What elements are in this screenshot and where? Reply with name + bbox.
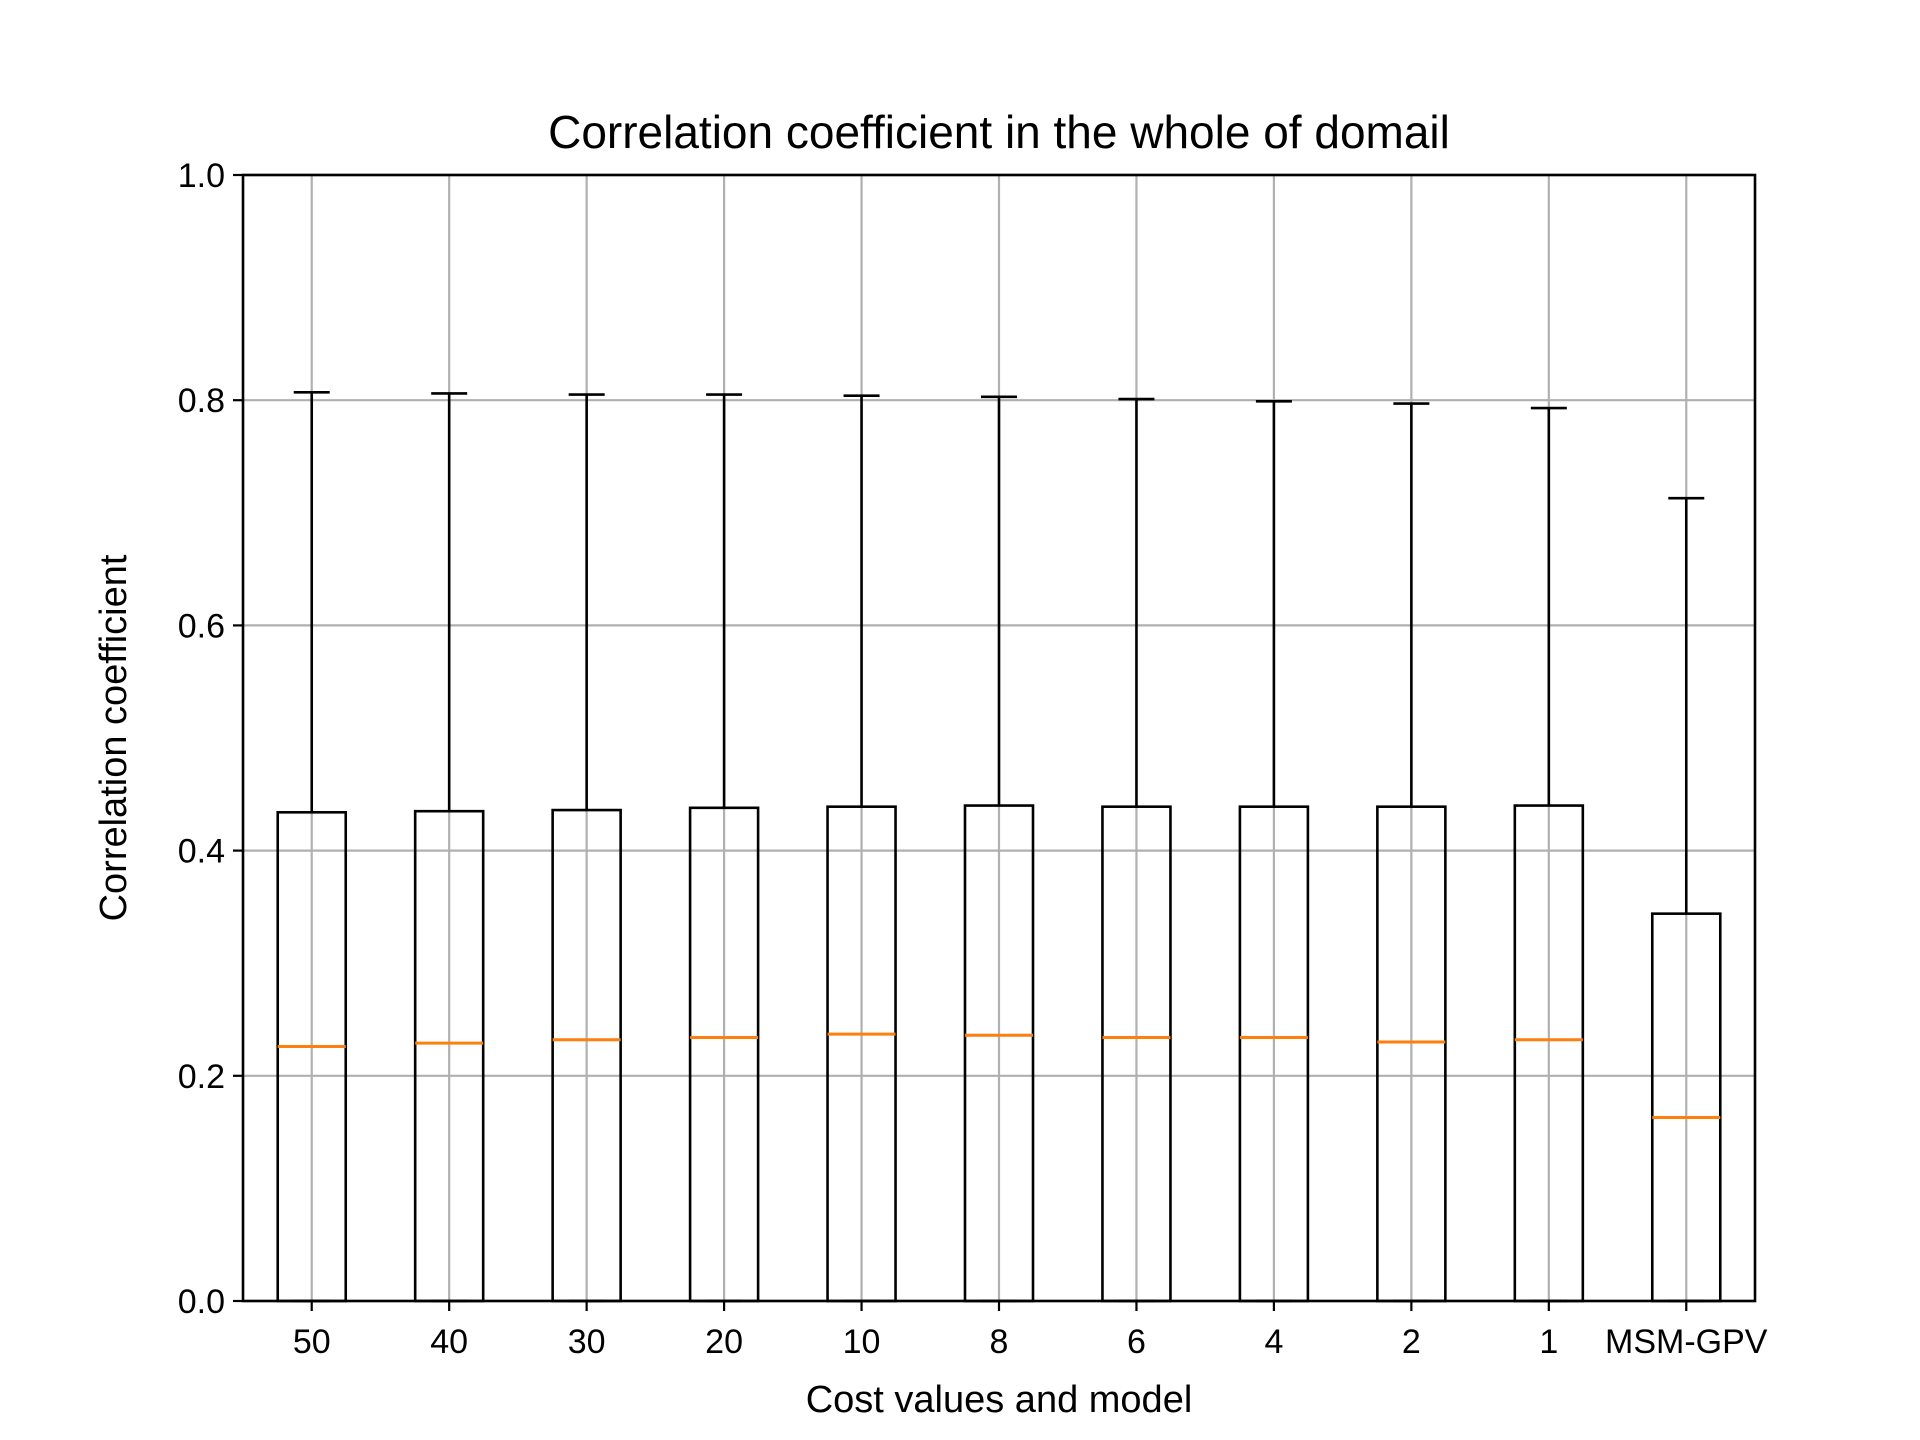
x-tick-label: 4 (1264, 1323, 1283, 1361)
tick-layer: 50 40 30 20 10 8 6 4 2 1 MSM-GPV 0.0 0.2 0.4 0.6 0.8 1.0 (178, 157, 1768, 1361)
x-tick-label: 8 (990, 1323, 1009, 1361)
box-group (1101, 397, 1172, 1303)
x-tick-label: 2 (1402, 1323, 1421, 1361)
x-tick-label: 20 (705, 1323, 743, 1361)
y-tick-label: 1.0 (178, 157, 225, 195)
y-axis-label: Correlation coefficient (93, 554, 135, 921)
x-tick-label: 1 (1539, 1323, 1558, 1361)
x-tick-label: 6 (1127, 1323, 1146, 1361)
x-tick-label: 40 (430, 1323, 468, 1361)
y-tick-label: 0.4 (178, 833, 225, 871)
x-tick-label: 50 (293, 1323, 331, 1361)
y-tick-label: 0.2 (178, 1058, 225, 1096)
y-tick-label: 0.8 (178, 382, 225, 420)
y-tick-label: 0.6 (178, 607, 225, 645)
y-tick-label: 0.0 (178, 1283, 225, 1321)
chart-title: Correlation coefficient in the whole of … (548, 106, 1450, 158)
x-tick-label: 10 (843, 1323, 881, 1361)
x-tick-label: MSM-GPV (1605, 1323, 1768, 1361)
x-axis-label: Cost values and model (806, 1379, 1193, 1421)
x-tick-label: 30 (568, 1323, 606, 1361)
